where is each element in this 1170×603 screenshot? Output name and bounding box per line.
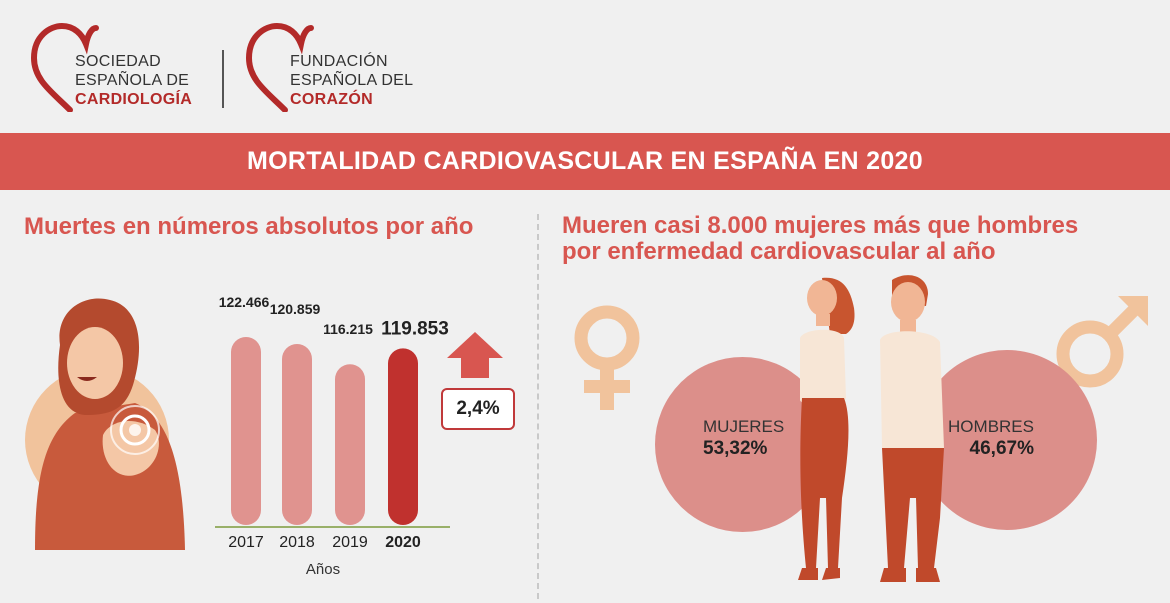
logo-line: FUNDACIÓN: [290, 53, 388, 70]
logo-divider: [222, 50, 224, 108]
logo-line: ESPAÑOLA DE: [75, 72, 190, 89]
logo-line-emphasis: CARDIOLOGÍA: [75, 91, 193, 108]
logo-line-emphasis: CORAZÓN: [290, 91, 373, 108]
heart-logo-icon: [245, 22, 314, 112]
heart-logo-icon: [30, 22, 99, 112]
bar-2017: [231, 337, 261, 525]
left-heading: Muertes en números absolutos por año: [24, 213, 474, 240]
bar-2018: [282, 343, 312, 525]
bar-2020: [388, 348, 418, 525]
men-share-text: HOMBRES 46,67%: [948, 416, 1034, 460]
section-divider: [537, 214, 539, 599]
logo-fundacion-espanola-corazon: FUNDACIÓN ESPAÑOLA DEL CORAZÓN: [245, 22, 445, 112]
woman-chest-pain-illustration: [25, 298, 185, 550]
banner-title: MORTALIDAD CARDIOVASCULAR EN ESPAÑA EN 2…: [0, 133, 1170, 190]
logo-line: ESPAÑOLA DEL: [290, 72, 414, 89]
tick-label-2019: 2019: [332, 534, 368, 551]
value-label-2017: 122.466: [219, 294, 270, 310]
value-label-2019: 116.215: [323, 321, 373, 337]
logo-sociedad-espanola-cardiologia: SOCIEDAD ESPAÑOLA DE CARDIOLOGÍA: [30, 22, 220, 112]
men-share-circle: [917, 350, 1097, 530]
men-label: HOMBRES: [948, 417, 1034, 436]
value-label-2020: 119.853: [381, 318, 449, 339]
man-figure-illustration: [880, 275, 944, 582]
value-label-2018: 120.859: [270, 301, 321, 317]
right-heading-line: Mueren casi 8.000 mujeres más que hombre…: [562, 212, 1079, 239]
deaths-bar-chart: 122.466 2017 120.859 2018 116.215 2019 119.853…: [215, 294, 450, 578]
men-value: 46,67%: [969, 438, 1034, 459]
women-value: 53,32%: [703, 438, 768, 459]
right-heading-line: por enfermedad cardiovascular al año: [562, 238, 996, 265]
change-percentage-badge: 2,4%: [441, 388, 515, 430]
logo-line: SOCIEDAD: [75, 53, 161, 70]
tick-label-2017: 2017: [228, 534, 264, 551]
tick-label-2018: 2018: [279, 534, 315, 551]
arrow-up-icon: [447, 332, 503, 378]
tick-label-2020: 2020: [385, 534, 421, 551]
women-share-text: MUJERES 53,32%: [703, 416, 784, 460]
bar-2019: [335, 364, 365, 525]
women-label: MUJERES: [703, 417, 785, 436]
x-axis-label: Años: [306, 561, 340, 578]
female-symbol-icon: [574, 305, 640, 410]
right-heading: Mueren casi 8.000 mujeres más que hombre…: [562, 213, 1078, 265]
woman-figure-illustration: [798, 277, 855, 580]
male-symbol-icon: [1056, 296, 1148, 388]
